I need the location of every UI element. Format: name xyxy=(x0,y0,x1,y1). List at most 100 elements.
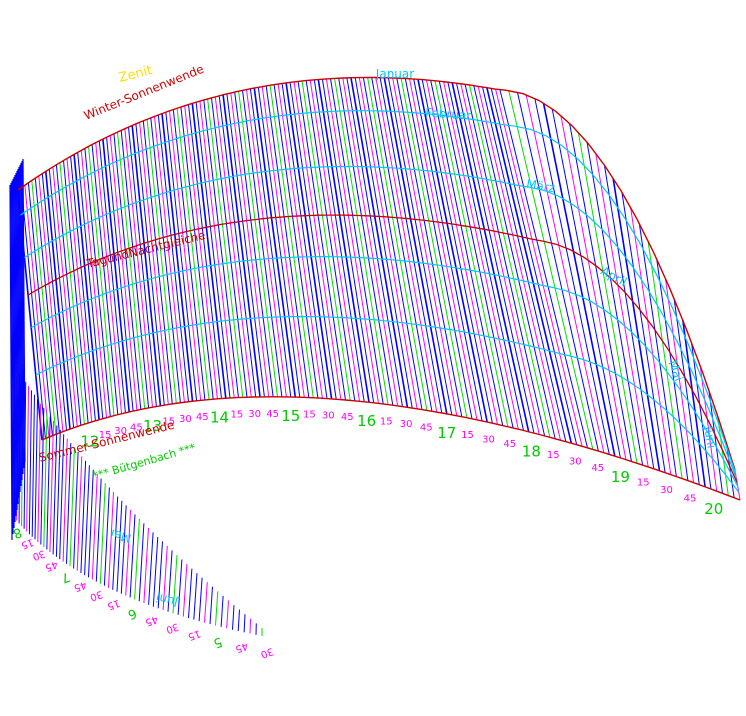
edge-line xyxy=(15,172,19,505)
hour-line xyxy=(45,171,71,430)
minute-tick-label: 15 xyxy=(162,416,175,427)
hour-line xyxy=(560,115,627,460)
hour-line xyxy=(176,108,210,400)
hour-line-lower xyxy=(148,532,154,605)
hour-line-lower xyxy=(220,595,224,627)
hour-line xyxy=(438,81,514,429)
minute-tick-label: 45 xyxy=(684,493,697,504)
minute-tick-label: 15 xyxy=(99,430,112,441)
hour-line-lower xyxy=(134,518,140,600)
hour-line xyxy=(434,80,509,427)
hour-line xyxy=(350,77,409,408)
minute-tick-label-lower: 30 xyxy=(259,645,275,660)
hour-line xyxy=(656,258,689,481)
minute-tick-label: 45 xyxy=(503,439,516,450)
hour-line xyxy=(59,162,85,425)
hour-line xyxy=(387,77,453,415)
hour-line-lower xyxy=(198,577,203,622)
hour-line xyxy=(131,125,162,406)
minute-tick-label-lower: 45 xyxy=(234,640,250,655)
hour-line-lower xyxy=(243,614,246,633)
hour-line-lower xyxy=(167,550,173,612)
hour-line-lower xyxy=(209,586,213,625)
edge-line xyxy=(10,182,14,535)
hour-line xyxy=(128,127,157,407)
hour-line xyxy=(392,77,458,416)
hour-line xyxy=(38,175,64,432)
hour-line xyxy=(551,108,621,458)
hour-line xyxy=(246,89,287,397)
hour-line xyxy=(664,278,695,483)
minute-tick-label-lower: 45 xyxy=(143,613,159,628)
hour-line-lower xyxy=(204,582,208,623)
hour-tick-label: 15 xyxy=(281,407,300,425)
hour-line-lower xyxy=(28,390,32,535)
hour-line-lower xyxy=(26,386,29,532)
hour-line xyxy=(691,342,712,490)
minute-tick-label: 30 xyxy=(660,485,673,496)
hour-line xyxy=(534,98,610,455)
hour-line xyxy=(199,101,235,398)
hour-line xyxy=(495,89,583,447)
hour-line xyxy=(261,86,305,398)
hour-line xyxy=(367,77,428,411)
minute-tick-label: 30 xyxy=(400,419,413,430)
hour-line xyxy=(330,78,384,405)
month-label: Januar xyxy=(375,67,414,81)
hour-line xyxy=(117,132,146,409)
minute-tick-label: 45 xyxy=(420,422,433,433)
declination-curves xyxy=(17,76,741,501)
month-curve xyxy=(20,110,737,474)
hour-line xyxy=(569,123,632,462)
hour-line-lower xyxy=(143,527,149,604)
month-label: April xyxy=(598,264,629,289)
minute-tick-label: 30 xyxy=(114,426,127,437)
minute-tick-label: 15 xyxy=(303,410,316,421)
hour-line xyxy=(106,137,134,412)
hour-line-lower xyxy=(62,438,68,562)
hour-line xyxy=(80,150,107,418)
hour-line xyxy=(146,119,177,404)
hour-line-lower xyxy=(91,474,98,580)
hour-line-lower xyxy=(215,591,219,626)
minute-tick-label: 30 xyxy=(248,409,261,420)
hour-line xyxy=(354,77,413,409)
hour-tick-label: 20 xyxy=(704,500,723,518)
hour-line xyxy=(211,97,248,398)
hour-line xyxy=(88,146,115,416)
hour-line xyxy=(150,117,181,403)
hour-line-lower xyxy=(55,429,61,557)
month-label-lower: Mai xyxy=(109,526,133,545)
hour-line xyxy=(417,79,488,423)
hour-line xyxy=(375,77,438,413)
edge-line xyxy=(9,184,13,541)
month-label: Mai xyxy=(666,358,686,383)
hour-line xyxy=(277,83,323,399)
hour-line-lower xyxy=(120,505,127,594)
hour-line xyxy=(309,80,360,402)
minute-tick-label: 45 xyxy=(591,463,604,474)
hour-line xyxy=(542,102,616,457)
hour-line-lower xyxy=(66,443,72,564)
hour-line xyxy=(603,165,655,469)
minute-tick-label-lower: 15 xyxy=(186,627,202,642)
hour-line xyxy=(346,77,403,407)
hour-line xyxy=(285,82,333,400)
hour-line xyxy=(426,79,498,425)
minute-tick-label-lower: 30 xyxy=(164,620,180,635)
hour-line xyxy=(289,82,337,400)
hour-line xyxy=(172,109,206,400)
edge-line xyxy=(17,168,21,493)
hour-line xyxy=(301,80,351,401)
hour-line xyxy=(499,89,588,449)
hour-line xyxy=(621,192,666,473)
hour-line xyxy=(222,94,261,397)
minute-tick-label-lower: 30 xyxy=(31,547,47,562)
hour-tick-label: 16 xyxy=(357,412,376,430)
hour-line-lower xyxy=(152,536,159,607)
hour-line xyxy=(477,86,561,441)
hour-line-lower xyxy=(157,541,163,609)
hour-tick-label: 17 xyxy=(437,424,456,442)
edge-line xyxy=(13,176,17,517)
hour-line xyxy=(21,187,46,439)
